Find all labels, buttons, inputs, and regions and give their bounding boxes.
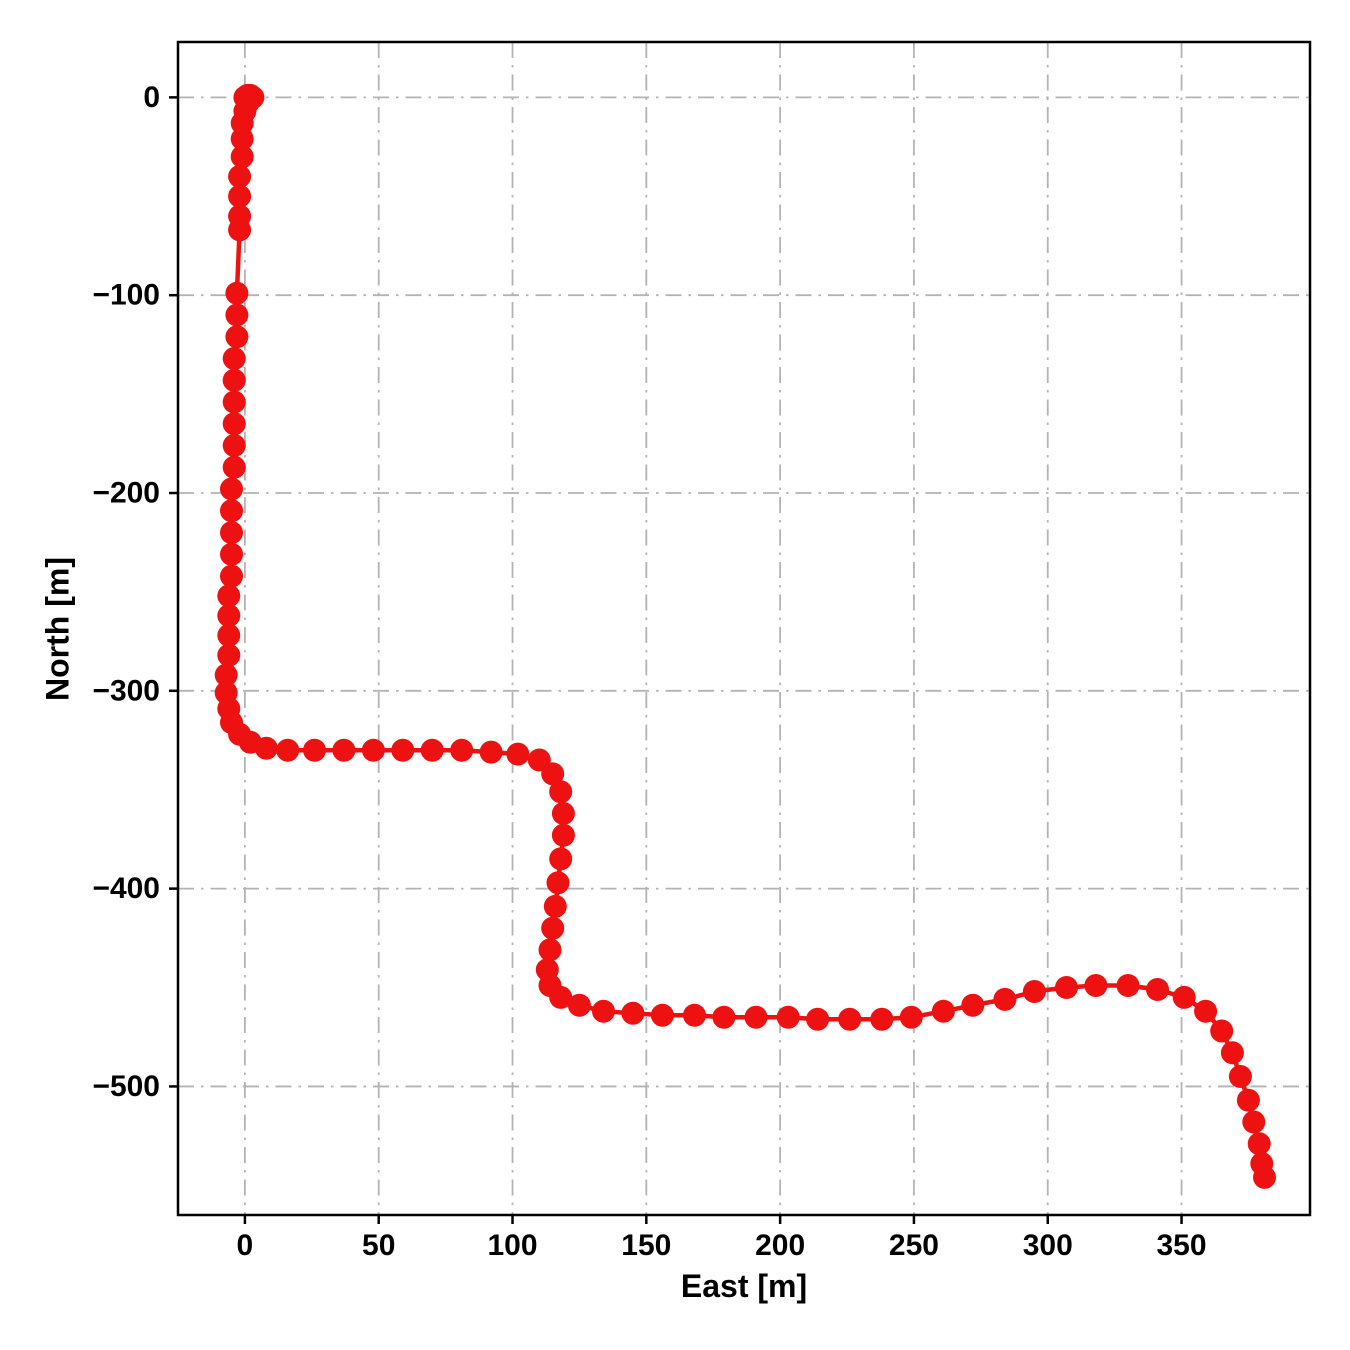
x-axis-label: East [m] bbox=[680, 1268, 808, 1304]
trajectory-point bbox=[254, 736, 278, 760]
trajectory-point bbox=[1220, 1041, 1244, 1065]
trajectory-point bbox=[220, 542, 243, 566]
y-tick-label: −500 bbox=[92, 1070, 160, 1103]
y-tick-label: −200 bbox=[92, 477, 160, 510]
trajectory-point bbox=[391, 738, 415, 762]
trajectory-point bbox=[541, 762, 565, 786]
trajectory-point bbox=[222, 390, 246, 414]
trajectory-point bbox=[220, 521, 243, 545]
trajectory-point bbox=[220, 499, 243, 523]
trajectory-point bbox=[217, 643, 241, 667]
trajectory-point bbox=[1242, 1110, 1266, 1134]
trajectory-point bbox=[546, 871, 570, 895]
trajectory-point bbox=[217, 604, 241, 628]
trajectory-point bbox=[506, 742, 530, 766]
x-tick-label: 250 bbox=[889, 1229, 939, 1262]
trajectory-point bbox=[222, 455, 246, 479]
trajectory-point bbox=[1236, 1088, 1260, 1112]
trajectory-point bbox=[228, 165, 252, 188]
trajectory-point bbox=[1116, 974, 1140, 997]
trajectory-point bbox=[222, 412, 246, 436]
trajectory-point bbox=[1055, 976, 1078, 999]
x-tick-label: 350 bbox=[1157, 1229, 1207, 1262]
x-tick-label: 150 bbox=[621, 1229, 671, 1262]
trajectory-point bbox=[899, 1005, 923, 1029]
trajectory-point bbox=[220, 477, 243, 501]
trajectory-point bbox=[222, 347, 246, 370]
trajectory-point bbox=[567, 993, 591, 1017]
trajectory-point bbox=[332, 738, 356, 762]
trajectory-point bbox=[225, 303, 249, 327]
trajectory-point bbox=[217, 623, 241, 647]
trajectory-point bbox=[303, 738, 326, 762]
trajectory-point bbox=[214, 663, 238, 687]
trajectory-point bbox=[1253, 1165, 1276, 1189]
trajectory-point bbox=[276, 738, 300, 762]
trajectory-point bbox=[222, 434, 246, 457]
trajectory-point bbox=[541, 916, 565, 940]
trajectory-point bbox=[621, 1001, 645, 1025]
x-tick-label: 300 bbox=[1023, 1229, 1073, 1262]
trajectory-point bbox=[744, 1005, 768, 1029]
trajectory-point bbox=[1146, 978, 1169, 1001]
trajectory-point bbox=[220, 564, 243, 588]
trajectory-point bbox=[217, 584, 241, 608]
y-axis-label: North [m] bbox=[39, 557, 76, 701]
trajectory-point bbox=[230, 127, 254, 151]
trajectory-point bbox=[806, 1007, 830, 1031]
trajectory-point bbox=[1194, 999, 1218, 1023]
x-tick-label: 50 bbox=[362, 1229, 395, 1262]
trajectory-point bbox=[230, 111, 254, 135]
trajectory-point bbox=[1228, 1065, 1252, 1088]
y-tick-label: −100 bbox=[92, 279, 160, 312]
trajectory-point bbox=[228, 184, 252, 208]
trajectory-point bbox=[551, 823, 575, 847]
trajectory-point bbox=[549, 985, 573, 1009]
x-tick-label: 200 bbox=[755, 1229, 805, 1262]
trajectory-point bbox=[543, 894, 567, 918]
trajectory-point bbox=[549, 847, 573, 871]
trajectory-point bbox=[1084, 974, 1108, 997]
trajectory-point bbox=[361, 738, 385, 762]
trajectory-point bbox=[870, 1007, 894, 1031]
y-tick-label: −400 bbox=[92, 872, 160, 905]
trajectory-point bbox=[683, 1003, 706, 1027]
x-tick-label: 0 bbox=[237, 1229, 254, 1262]
trajectory-point bbox=[549, 780, 573, 804]
y-tick-label: 0 bbox=[143, 81, 160, 114]
plot-border bbox=[176, 40, 1312, 1217]
trajectory-point bbox=[1022, 980, 1046, 1003]
trajectory-point bbox=[538, 938, 562, 962]
trajectory-point bbox=[225, 281, 249, 305]
trajectory-point bbox=[961, 993, 985, 1017]
x-tick-label: 100 bbox=[487, 1229, 537, 1262]
trajectory-point bbox=[838, 1007, 862, 1031]
trajectory-point bbox=[712, 1005, 736, 1029]
trajectory-point bbox=[228, 218, 252, 242]
trajectory-point bbox=[1247, 1132, 1271, 1156]
trajectory-point bbox=[225, 325, 249, 349]
trajectory-point bbox=[776, 1005, 800, 1029]
trajectory-point bbox=[931, 999, 955, 1023]
trajectory-point bbox=[592, 999, 615, 1023]
trajectory-point bbox=[1172, 985, 1196, 1009]
trajectory-point bbox=[450, 738, 474, 762]
trajectory-point bbox=[650, 1003, 674, 1027]
trajectory-point bbox=[993, 987, 1017, 1011]
trajectory-point bbox=[222, 368, 246, 392]
trajectory-point bbox=[230, 145, 254, 169]
trajectory-point bbox=[551, 802, 575, 825]
trajectory-point bbox=[479, 740, 503, 764]
trajectory-point bbox=[420, 738, 444, 762]
trajectory-point bbox=[1210, 1019, 1234, 1043]
y-tick-label: −300 bbox=[92, 674, 160, 707]
